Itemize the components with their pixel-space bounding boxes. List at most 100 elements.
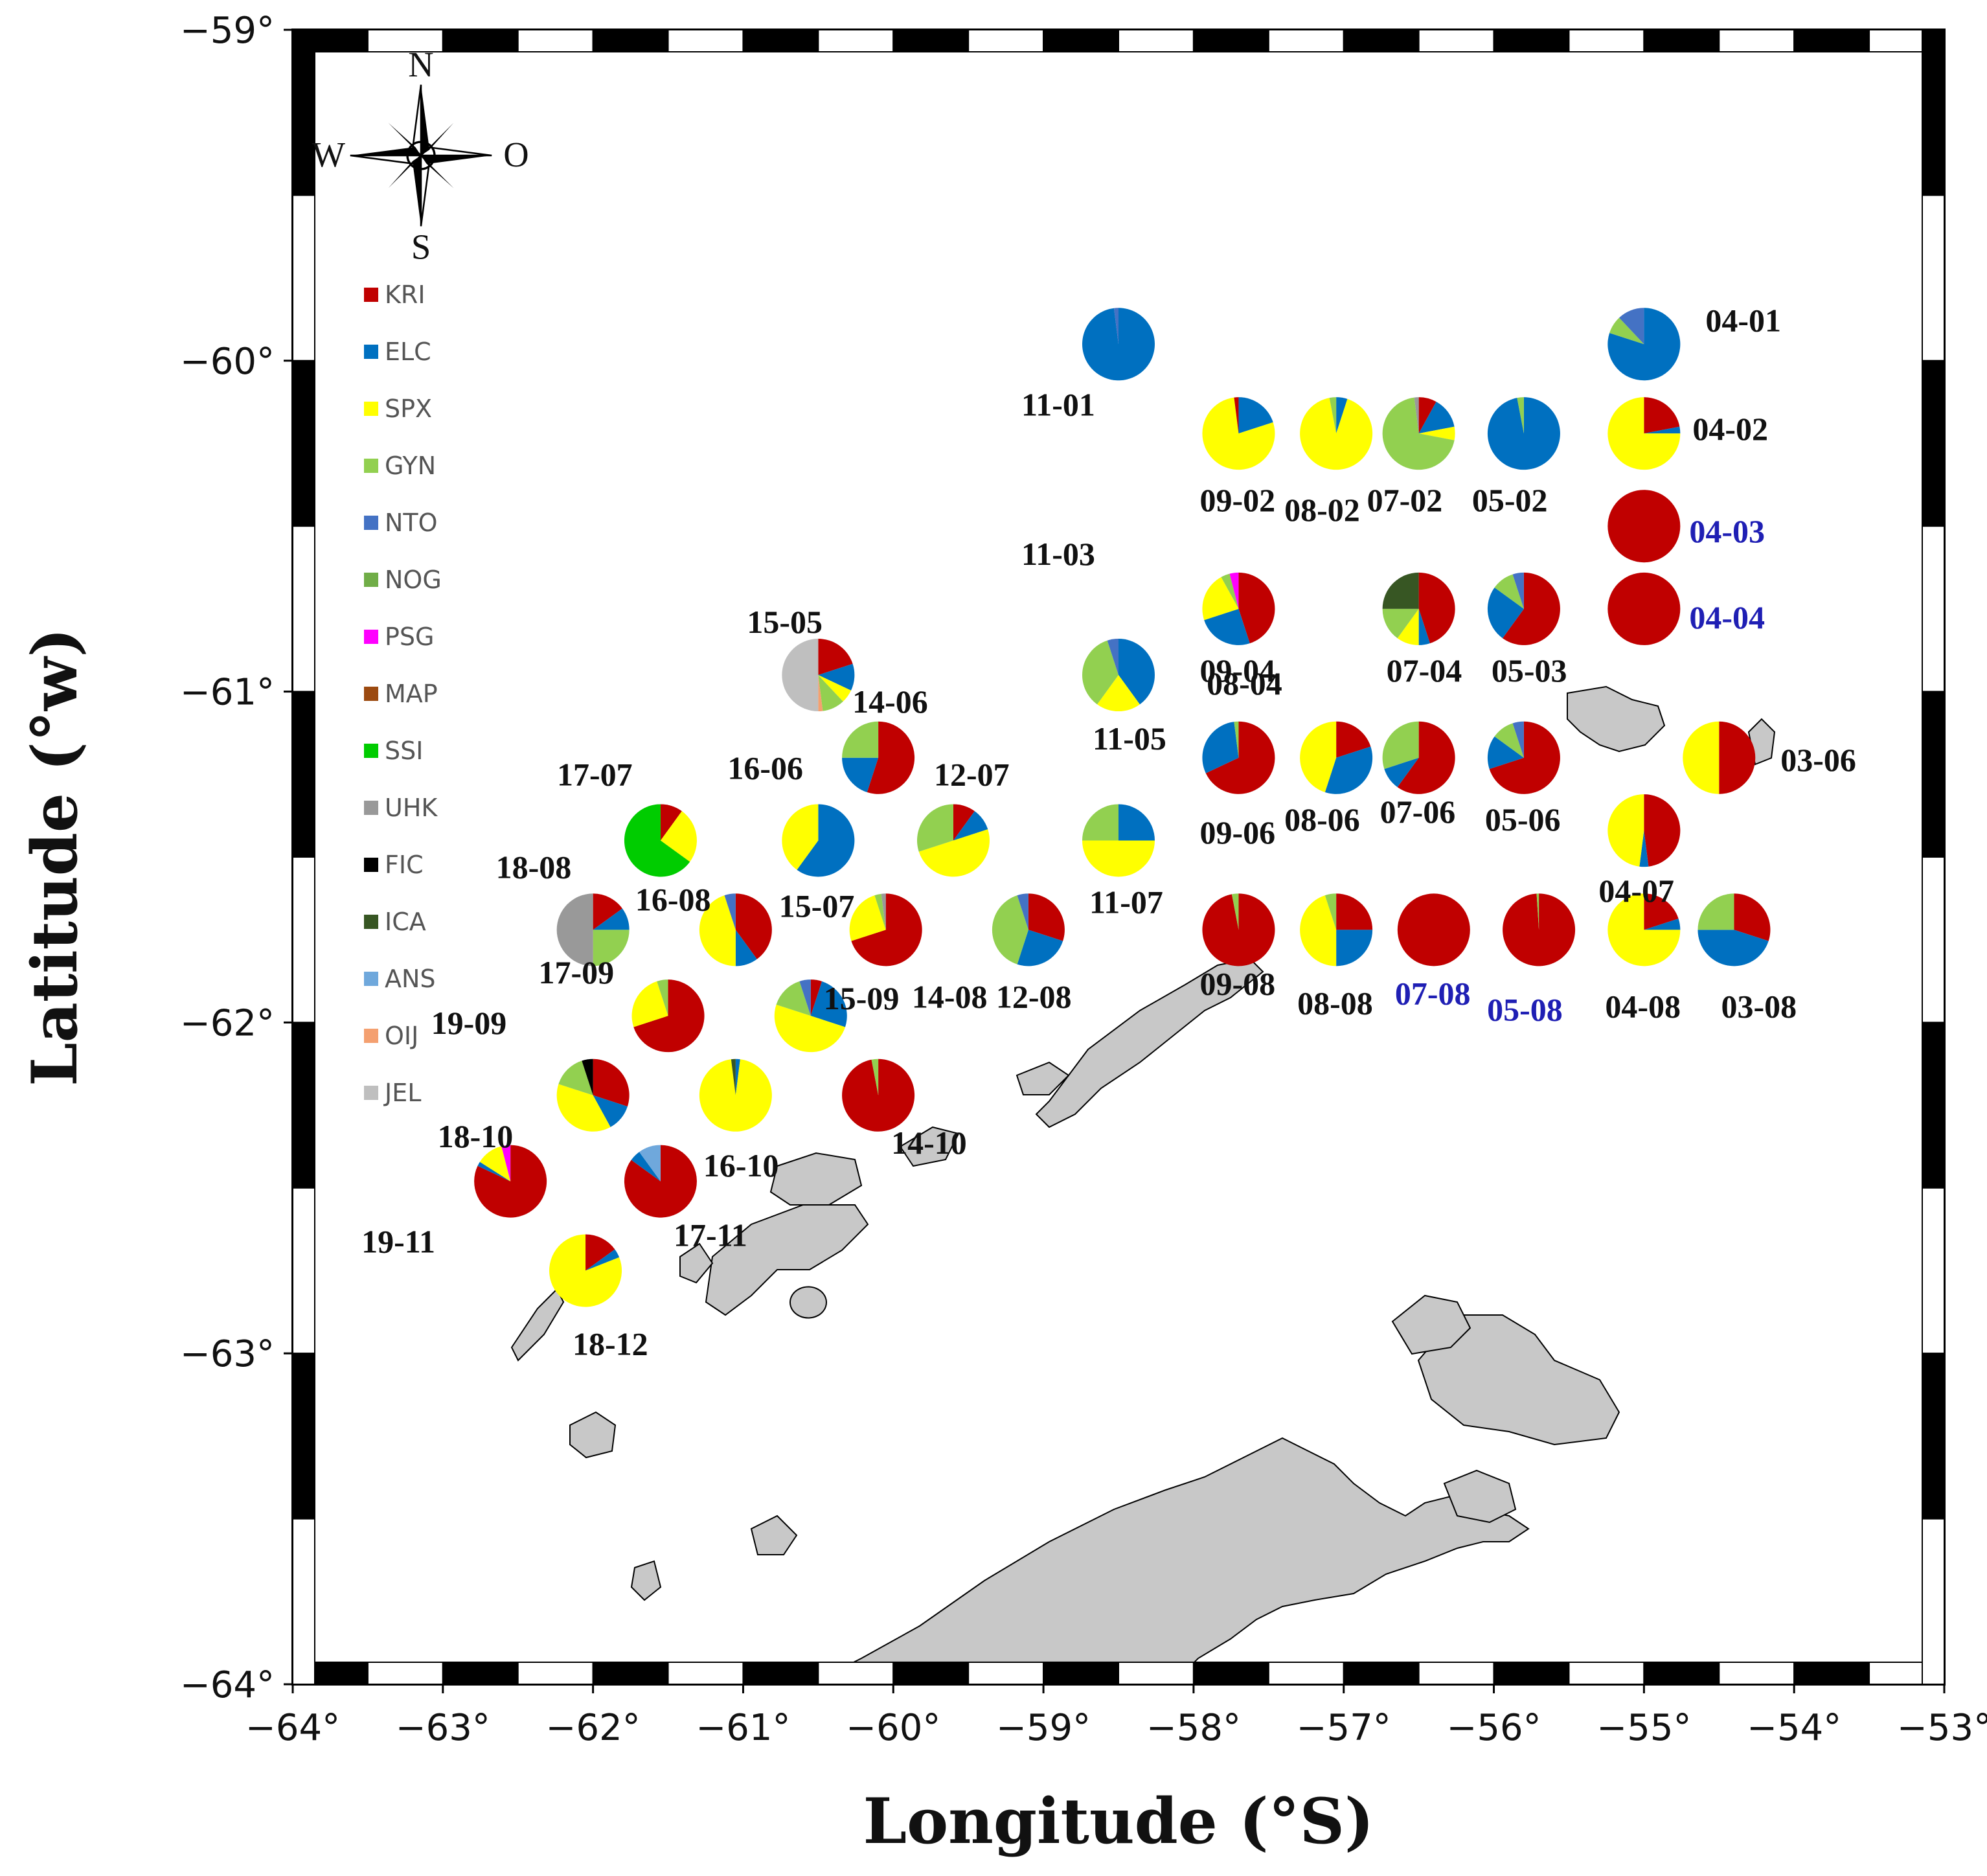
pie-slice <box>774 1004 846 1053</box>
legend-swatch <box>364 516 378 530</box>
station-label: 11-07 <box>1089 884 1163 920</box>
station-label: 18-10 <box>438 1118 514 1154</box>
joinville-island <box>1417 1314 1620 1446</box>
pie-slice <box>818 639 853 676</box>
pie-slice <box>953 811 988 841</box>
pie-slice <box>549 1234 622 1307</box>
pie-slice <box>1502 572 1560 645</box>
pie-slice <box>1382 608 1419 639</box>
pie-slice <box>992 895 1028 965</box>
pie-slice <box>1082 804 1118 841</box>
pie-slice <box>1118 804 1155 841</box>
station-label: 14-08 <box>912 978 988 1014</box>
frame-bar-bottom <box>667 1662 744 1685</box>
pie-slice <box>1644 397 1680 434</box>
pie-slice <box>593 893 622 930</box>
x-tick-label: −57° <box>1297 1707 1391 1749</box>
pie-slice <box>1644 893 1679 930</box>
compass-north: N <box>408 45 433 84</box>
frame-bar-right <box>1922 1187 1945 1355</box>
pie-slice <box>660 804 682 841</box>
pie-slice <box>731 1058 736 1095</box>
frame-bar-left <box>292 1187 315 1355</box>
pie-slice <box>699 895 736 967</box>
pie-slice <box>1238 397 1273 434</box>
james-ross-island <box>1443 1469 1517 1524</box>
station-pies <box>474 308 1771 1307</box>
pie-slice <box>797 804 855 877</box>
legend-swatch <box>364 801 378 815</box>
frame-bar-top <box>517 29 594 52</box>
pie-slice <box>657 979 668 1016</box>
pie-slice <box>1697 930 1769 967</box>
station-label: 15-07 <box>779 887 855 924</box>
x-tick-label: −53° <box>1897 1707 1987 1749</box>
pie-slice <box>1418 397 1436 434</box>
station-label: 09-08 <box>1199 965 1275 1001</box>
pie-slice <box>1300 895 1337 967</box>
station-pie <box>1382 397 1455 470</box>
pie-slice <box>1644 426 1681 434</box>
station-pie <box>1300 893 1373 967</box>
pie-slice <box>842 757 879 793</box>
frame-bar-left <box>292 856 315 1024</box>
station-label: 05-06 <box>1485 801 1561 838</box>
station-label: 05-03 <box>1492 652 1567 689</box>
pie-slice <box>556 893 593 967</box>
x-tick-label: −54° <box>1747 1707 1841 1749</box>
frame-bar-right <box>1922 1022 1945 1189</box>
pie-slice <box>1487 736 1524 770</box>
legend-swatch <box>364 1086 378 1100</box>
pie-slice <box>1536 893 1539 930</box>
y-tick-label: −62° <box>180 1002 275 1044</box>
legend-label: PSG <box>385 623 434 651</box>
legend-swatch <box>364 459 378 473</box>
pie-slice <box>1028 893 1065 941</box>
legend-label: SSI <box>385 737 423 765</box>
pie-slice <box>1609 317 1644 345</box>
legend-swatch <box>364 402 378 416</box>
pie-slice <box>1418 608 1430 645</box>
station-label: 07-08 <box>1395 975 1471 1011</box>
pie-slice <box>735 893 772 959</box>
pie-slice <box>782 639 819 712</box>
pie-slice <box>1202 397 1275 470</box>
pie-slice <box>1418 402 1455 434</box>
frame-bar-left <box>292 194 315 361</box>
frame-bar-right <box>1922 691 1945 858</box>
frame-bar-bottom <box>517 1662 594 1685</box>
pie-slice <box>1336 397 1348 434</box>
station-pie <box>1202 893 1275 967</box>
pie-slice <box>1517 397 1524 434</box>
pie-slice <box>631 1152 661 1182</box>
pie-slice <box>917 804 953 852</box>
pie-slice <box>1221 573 1239 609</box>
legend-label: SPX <box>385 395 432 423</box>
station-pie <box>1202 721 1275 794</box>
frame-bar-bottom <box>1793 1662 1870 1685</box>
pie-slice <box>558 1060 593 1095</box>
frame-bar-bottom <box>742 1662 819 1685</box>
pie-slice <box>585 1249 620 1271</box>
pie-slice <box>1503 893 1576 967</box>
pie-slice <box>918 829 990 877</box>
frame-bar-left <box>292 525 315 692</box>
station-label: 05-08 <box>1487 991 1563 1027</box>
pie-slice <box>1324 893 1337 930</box>
x-tick-label: −62° <box>546 1707 641 1749</box>
station-label: 15-05 <box>747 604 823 640</box>
pie-slice <box>1118 639 1155 705</box>
station-label: 04-07 <box>1598 873 1674 909</box>
station-label: 07-06 <box>1380 794 1456 830</box>
pie-slice <box>556 1084 611 1132</box>
pie-slice <box>1683 721 1720 794</box>
pie-slice <box>1512 572 1524 609</box>
station-label: 16-06 <box>727 749 803 786</box>
station-label: 14-06 <box>852 683 928 720</box>
frame-bar-top <box>1343 29 1420 52</box>
brabant-island <box>630 1560 662 1601</box>
station-pie <box>1487 397 1560 470</box>
station-label: 04-04 <box>1689 599 1765 635</box>
legend-swatch <box>364 630 378 644</box>
legend-swatch <box>364 858 378 872</box>
